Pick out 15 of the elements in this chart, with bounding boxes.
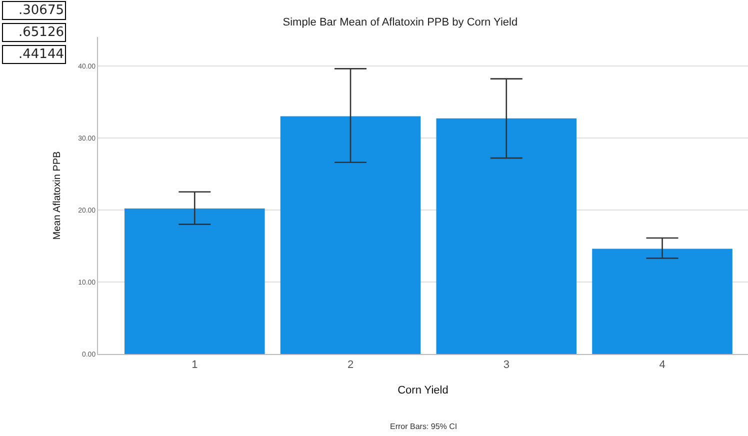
text: .30675 — [18, 3, 64, 18]
y-axis-title: Mean Aflatoxin PPB — [52, 150, 64, 240]
x-tick-label: 1 — [192, 359, 198, 372]
chart-title: Simple Bar Mean of Aflatoxin PPB by Corn Yield — [282, 16, 518, 29]
text: .44144 — [18, 47, 64, 62]
bar — [280, 116, 421, 354]
x-tick-label: 2 — [347, 359, 354, 372]
x-tick-label: 3 — [503, 359, 510, 372]
bar — [592, 248, 732, 354]
text: Error Bars: 95% CI — [390, 422, 458, 431]
x-axis-title: Corn Yield — [398, 384, 448, 396]
x-tick-label: 4 — [659, 359, 666, 372]
bar — [436, 118, 577, 354]
bar — [124, 208, 265, 354]
text: .65126 — [18, 25, 64, 40]
